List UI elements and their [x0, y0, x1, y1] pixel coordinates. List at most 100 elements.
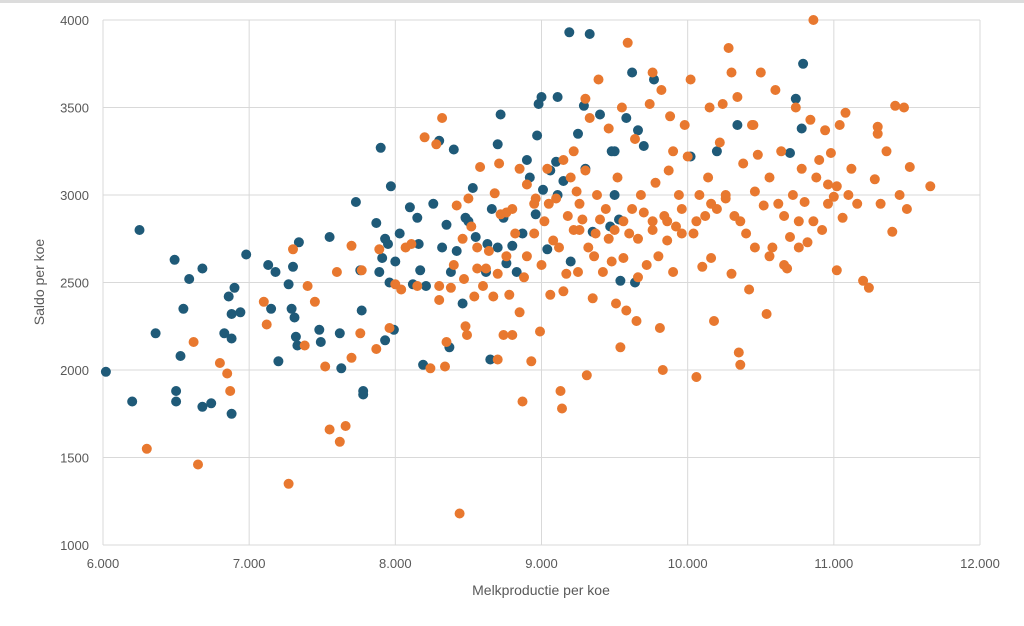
- series-2-point: [472, 263, 483, 274]
- series-1-point: [517, 228, 528, 239]
- series-2-point: [225, 386, 236, 396]
- series-2-point: [555, 386, 566, 396]
- series-2-point: [779, 260, 790, 270]
- tick-labels: 1000 1500 2000 2500 3000 3500 4000 6.000 7.000 8.…: [60, 13, 1000, 571]
- series-2-point: [820, 125, 831, 136]
- series-2-point: [631, 316, 642, 326]
- series-1-point: [448, 144, 459, 155]
- series-1-point: [288, 261, 298, 272]
- series-2-point: [662, 235, 673, 246]
- series-2-point: [488, 291, 499, 302]
- series-1-point: [197, 263, 208, 274]
- series-1-point: [457, 298, 468, 309]
- series-1-point: [241, 249, 252, 260]
- series-2-point: [492, 268, 503, 279]
- series-2-point: [837, 212, 848, 223]
- series-2-point: [799, 197, 810, 207]
- series-1-point: [530, 209, 541, 220]
- x-tick-label: 10.000: [668, 556, 708, 571]
- series-2-point: [685, 74, 696, 85]
- series-1-point: [184, 274, 195, 284]
- series-2-point: [668, 146, 679, 157]
- series-2-point: [521, 251, 532, 262]
- series-1-point: [595, 109, 605, 120]
- series-1-point: [377, 253, 388, 263]
- series-1-point: [270, 267, 281, 277]
- series-1-point: [521, 155, 532, 165]
- series-2-point: [562, 211, 573, 221]
- series-2-point: [831, 265, 842, 276]
- series-2-point: [805, 114, 816, 125]
- series-2-point: [767, 242, 778, 253]
- x-tick-label: 12.000: [960, 556, 1000, 571]
- series-1-point: [219, 328, 230, 339]
- series-2-point: [887, 226, 898, 237]
- series-2-point: [587, 293, 598, 304]
- data-points: [100, 15, 936, 519]
- series-1-point: [565, 256, 576, 267]
- series-1-point: [226, 309, 237, 319]
- series-1-point: [441, 219, 452, 230]
- y-tick-label: 2500: [60, 276, 89, 291]
- series-2-point: [761, 309, 772, 319]
- series-1-point: [638, 141, 649, 151]
- series-1-point: [711, 146, 722, 157]
- series-2-point: [823, 179, 833, 190]
- series-1-point: [470, 232, 481, 242]
- series-2-point: [434, 281, 445, 291]
- series-2-point: [618, 253, 629, 263]
- series-2-point: [691, 372, 702, 382]
- series-2-point: [726, 67, 737, 78]
- x-tick-label: 6.000: [87, 556, 120, 571]
- window-top-border: [0, 0, 1024, 3]
- series-2-point: [616, 102, 627, 113]
- series-2-point: [624, 228, 635, 239]
- series-2-point: [466, 221, 477, 232]
- series-1-point: [428, 198, 439, 209]
- series-1-point: [796, 123, 807, 134]
- series-2-point: [489, 188, 500, 199]
- series-2-point: [881, 146, 892, 157]
- series-2-point: [858, 275, 869, 286]
- series-2-point: [440, 361, 450, 372]
- series-2-point: [445, 282, 456, 293]
- series-1-point: [197, 401, 208, 412]
- series-2-point: [574, 198, 585, 209]
- series-2-point: [539, 216, 550, 227]
- series-2-point: [823, 198, 833, 209]
- series-2-point: [622, 37, 633, 48]
- y-tick-label: 4000: [60, 13, 89, 28]
- series-2-point: [869, 174, 880, 185]
- series-2-point: [590, 228, 601, 239]
- series-2-point: [514, 307, 525, 318]
- series-2-point: [573, 267, 583, 277]
- series-2-point: [603, 233, 614, 244]
- series-2-point: [593, 74, 604, 85]
- series-2-point: [457, 233, 468, 244]
- series-2-point: [764, 251, 775, 262]
- series-1-point: [451, 246, 462, 256]
- y-tick-label: 1500: [60, 451, 89, 466]
- series-2-point: [320, 361, 331, 372]
- series-1-point: [226, 333, 237, 344]
- series-1-point: [609, 190, 620, 200]
- series-1-point: [415, 265, 426, 276]
- series-1-point: [286, 303, 297, 314]
- series-2-point: [222, 368, 233, 379]
- series-2-point: [814, 155, 825, 165]
- series-2-point: [451, 200, 462, 211]
- series-2-point: [656, 85, 667, 95]
- series-2-point: [688, 228, 699, 239]
- series-2-point: [526, 356, 537, 367]
- series-2-point: [481, 263, 491, 274]
- series-2-point: [188, 337, 199, 347]
- series-2-point: [548, 235, 559, 246]
- series-1-point: [229, 282, 240, 293]
- series-2-point: [514, 163, 525, 174]
- series-2-point: [679, 120, 690, 130]
- series-1-point: [412, 212, 423, 223]
- series-2-point: [346, 352, 357, 363]
- y-tick-label: 3000: [60, 188, 89, 203]
- series-1-point: [383, 239, 393, 249]
- series-2-point: [706, 253, 717, 263]
